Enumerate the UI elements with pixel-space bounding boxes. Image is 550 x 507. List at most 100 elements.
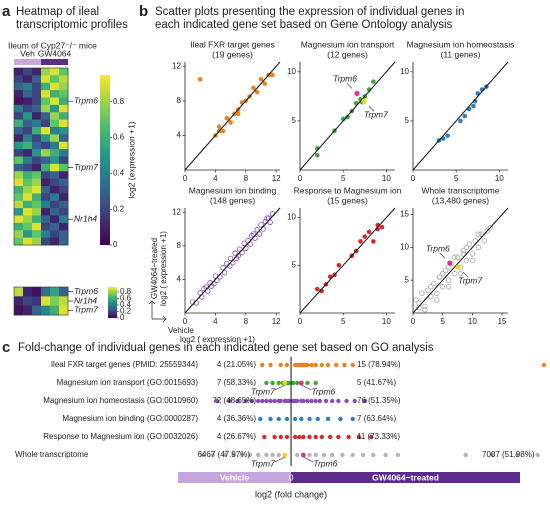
strip-point <box>342 362 347 368</box>
heatmap-cell <box>14 127 24 135</box>
strip-point <box>352 398 357 404</box>
heatmap-cell <box>50 208 60 216</box>
heatmap-cell <box>23 97 33 106</box>
heatmap-cell <box>14 305 24 316</box>
heatmap-cell <box>50 119 60 128</box>
heatmap-cell <box>23 287 33 297</box>
group-label: GW4064 <box>38 48 72 58</box>
annotation: Trpm7 <box>251 386 275 396</box>
heatmap-cell <box>14 186 24 194</box>
strip-point <box>323 398 329 404</box>
heatmap-cell <box>41 296 51 307</box>
point <box>224 115 230 121</box>
point <box>471 103 476 109</box>
x-tick-label: 10 <box>495 174 504 183</box>
heatmap-cell <box>32 134 42 143</box>
heatmap-cell <box>41 200 51 209</box>
heatmap-cell <box>14 215 24 224</box>
x-tick-label: 0 <box>411 174 416 183</box>
colorbar-tick-label: 0.2 <box>120 307 132 316</box>
heatmap-cell <box>32 237 42 246</box>
row-label: Magnesium ion binding (GO:0000287) <box>62 414 198 423</box>
heatmap-cell <box>41 68 51 76</box>
heatmap-cell <box>32 222 42 231</box>
right-count: 76 (51.35%) <box>357 396 401 405</box>
row-label: Magnesium ion homeostasis (GO:0010960) <box>43 396 198 405</box>
heatmap-cell <box>41 287 51 297</box>
heatmap-cell <box>32 141 42 150</box>
strip-point <box>276 416 281 422</box>
plot-subtitle: (12 genes) <box>327 49 368 59</box>
strip-point <box>336 398 341 404</box>
heatmap-cell <box>14 97 24 106</box>
heatmap-cell <box>41 230 51 239</box>
x-tick-label: 15 <box>498 317 507 326</box>
heatmap-cell <box>14 141 24 150</box>
heatmap-title: Ileum of Cyp27⁻/⁻ mice <box>8 40 97 50</box>
point <box>371 239 376 244</box>
heatmap-cell <box>59 68 69 76</box>
point <box>469 251 476 257</box>
heatmap-cell <box>59 127 69 135</box>
strip-point <box>305 398 310 404</box>
x-axis-label: Vehicle <box>168 326 194 335</box>
heatmap-cell <box>41 90 51 98</box>
strip-point <box>286 398 292 404</box>
heatmap-cell <box>59 178 69 187</box>
strip-point <box>340 452 345 458</box>
point <box>413 297 419 303</box>
point <box>439 284 446 290</box>
heatmap-cell <box>50 163 60 172</box>
plot-subtitle: (13,480 genes) <box>432 195 489 205</box>
strip-point <box>268 362 273 368</box>
strip-point <box>284 434 290 440</box>
strip-point <box>307 434 312 440</box>
strip-point <box>255 452 261 458</box>
heatmap-cell <box>14 171 24 180</box>
heatmap-cell <box>59 171 69 180</box>
row-label: Trpm6 <box>74 286 98 296</box>
panel-label: a <box>2 3 11 20</box>
strip-point <box>313 398 318 404</box>
x-tick-label: 0 <box>289 472 294 482</box>
heatmap-cell <box>50 237 60 246</box>
heatmap-cell <box>14 104 24 113</box>
strip-point <box>344 398 349 404</box>
heatmap-cell <box>23 90 33 98</box>
annotation: Trpm6 <box>311 386 335 396</box>
panel-title: transcriptomic profiles <box>16 19 128 31</box>
highlight-point <box>447 260 453 266</box>
strip-point <box>305 362 310 368</box>
panel-title: Heatmap of ileal <box>16 6 99 18</box>
point <box>270 72 275 78</box>
strip-point <box>301 398 306 404</box>
heatmap-cell <box>32 171 42 180</box>
strip-point <box>295 398 300 404</box>
x-tick-label: 5 <box>440 317 445 326</box>
strip-point <box>309 362 314 368</box>
heatmap-cell <box>41 208 51 216</box>
strip-point <box>362 398 368 404</box>
strip-point <box>297 434 302 440</box>
point <box>475 244 482 251</box>
strip-point <box>278 362 283 368</box>
heatmap-cell <box>32 149 42 157</box>
colorbar-label: log2 (expression +1) <box>126 121 136 198</box>
point <box>460 247 467 254</box>
strip-point <box>321 452 327 458</box>
y-tick-label: 10 <box>400 67 409 76</box>
point <box>439 270 446 277</box>
heatmap-cell <box>14 75 24 84</box>
right-count: 11 (73.33%) <box>357 432 400 441</box>
point <box>462 113 468 119</box>
colorbar <box>100 75 110 245</box>
x-tick-label: 8 <box>244 174 249 183</box>
colorbar-tick-label: 0.6 <box>120 294 132 303</box>
highlight-point <box>354 90 360 97</box>
heatmap-cell <box>59 90 69 98</box>
heatmap-cell <box>14 178 24 187</box>
identity-line <box>299 61 396 171</box>
treated-bar <box>291 472 520 483</box>
heatmap-cell <box>41 163 51 172</box>
heatmap-cell <box>41 141 51 150</box>
